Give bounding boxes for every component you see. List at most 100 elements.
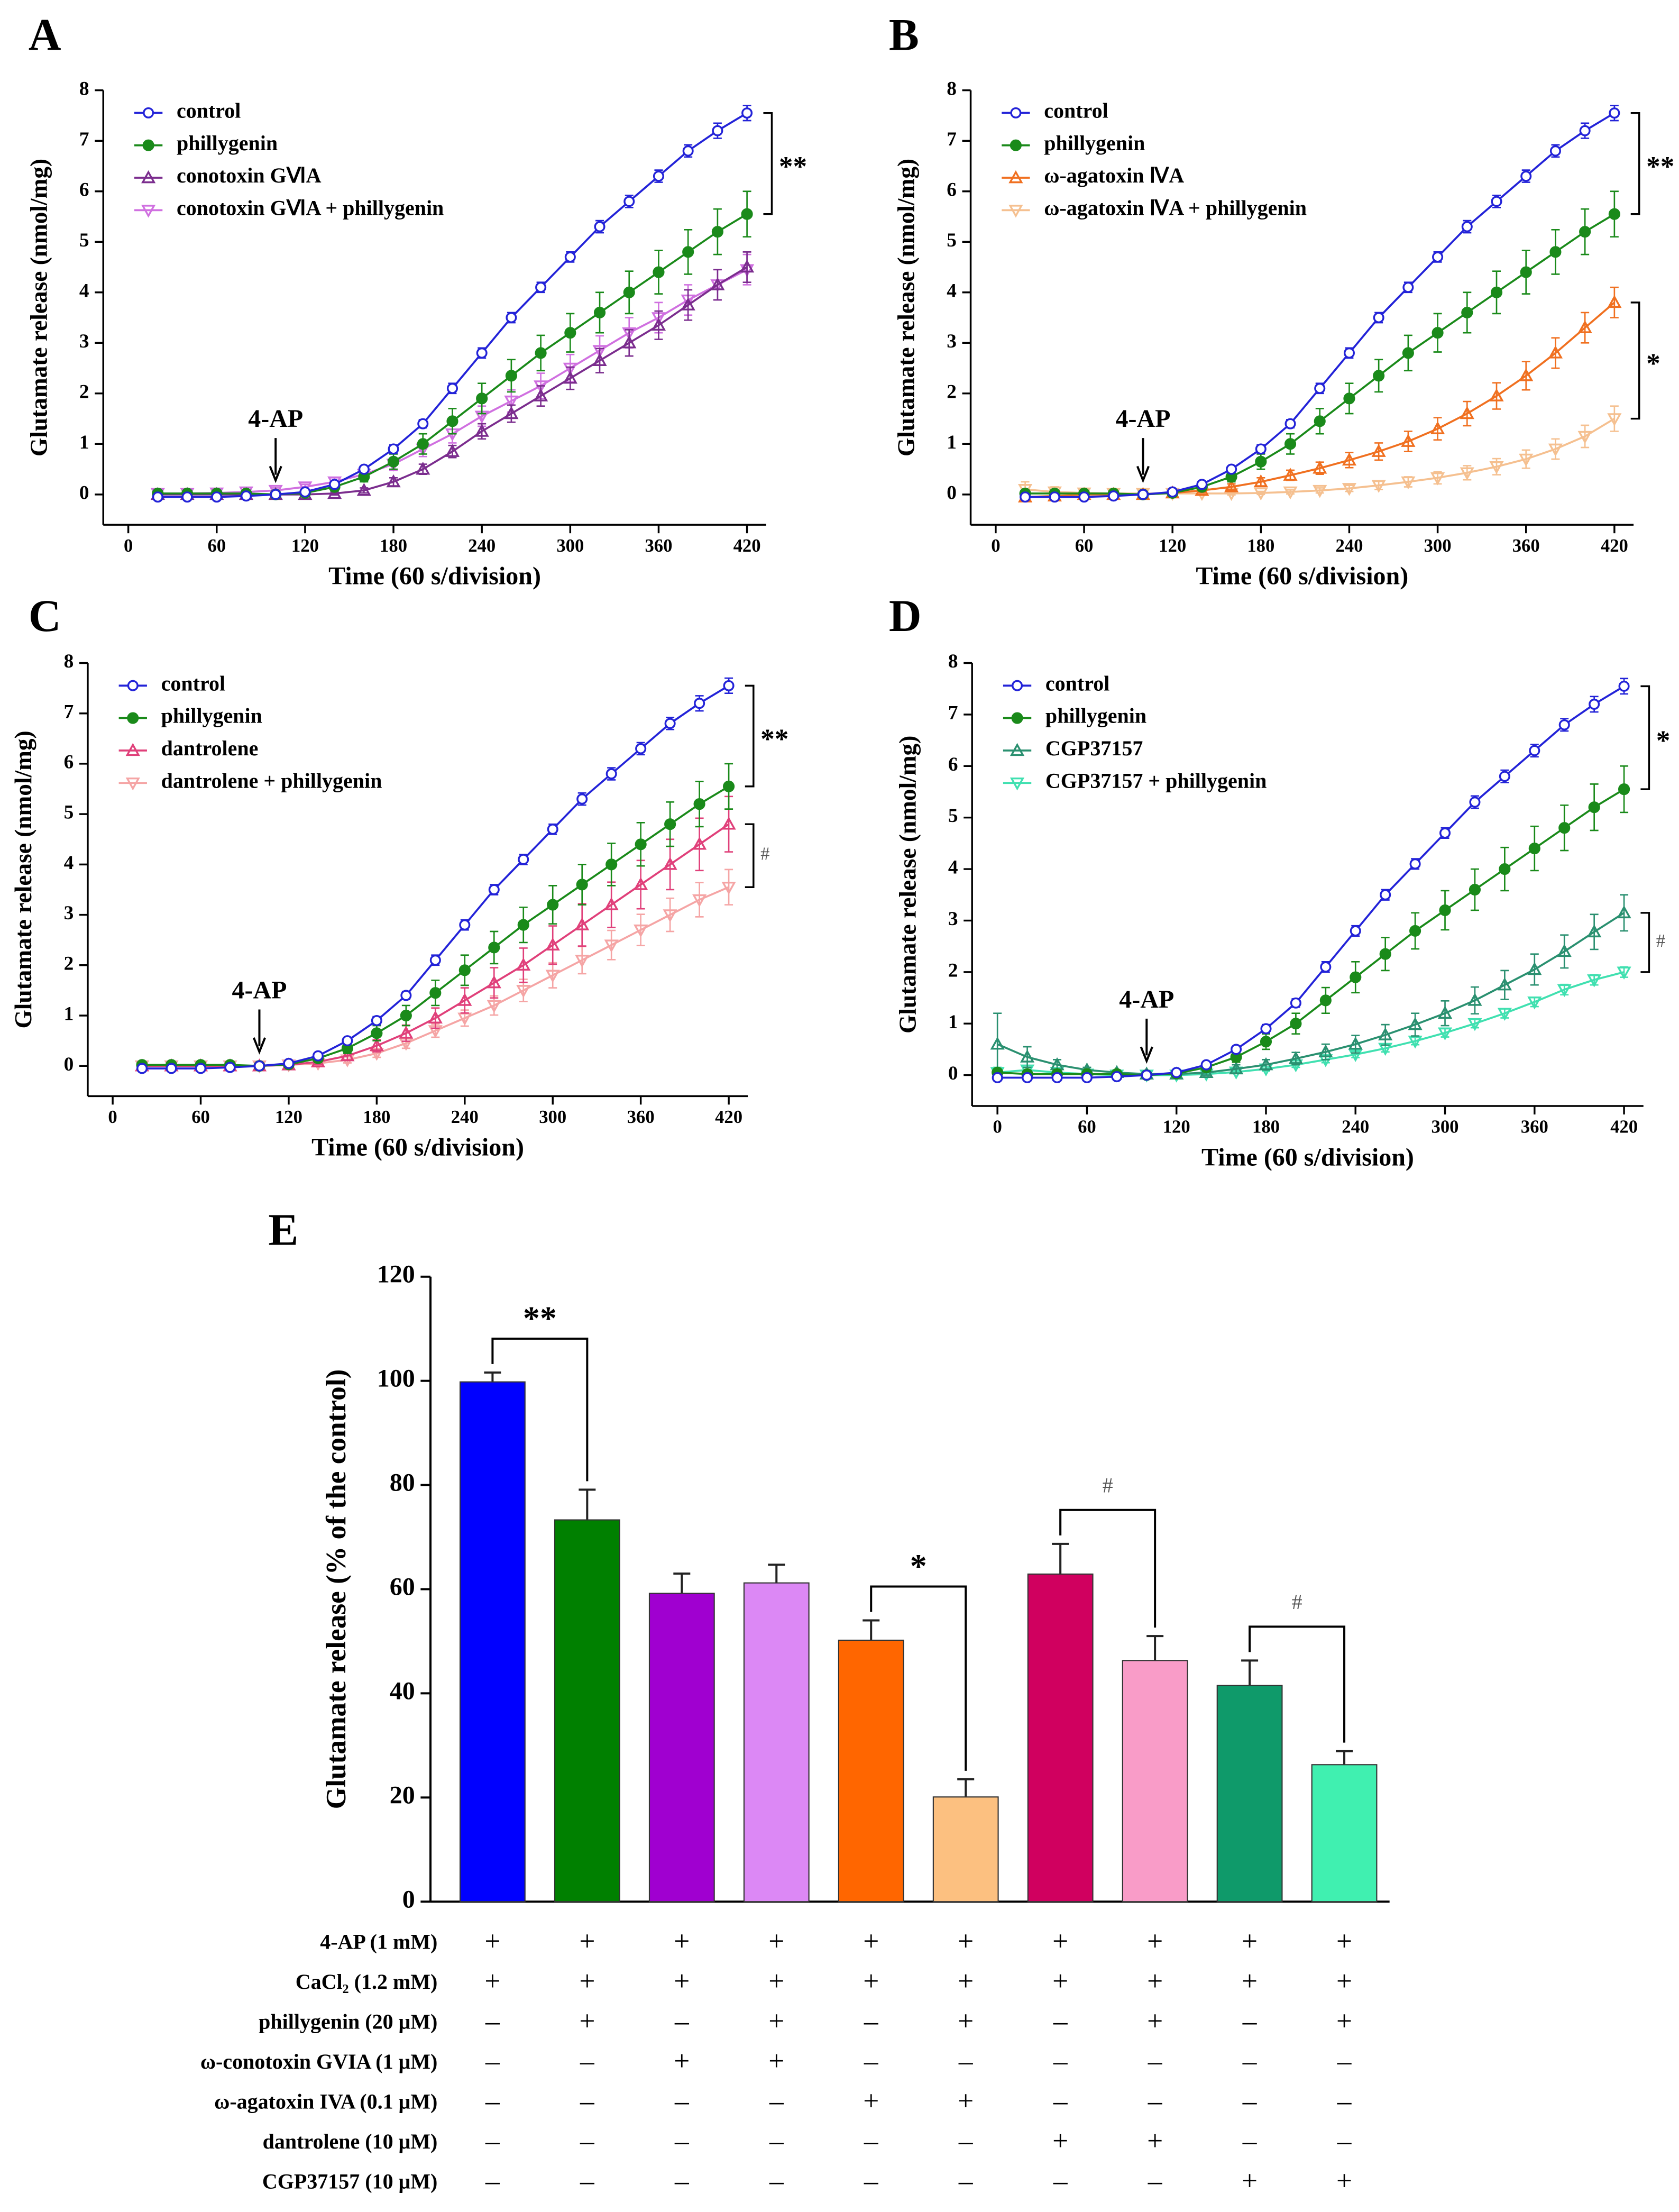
legend-marker <box>142 139 154 151</box>
legend-marker <box>1008 170 1023 184</box>
x-tick-label: 360 <box>627 1107 655 1127</box>
marker <box>1527 997 1542 1010</box>
marker <box>721 816 736 830</box>
marker <box>1520 266 1532 278</box>
x-tick-label: 240 <box>468 536 496 556</box>
marker <box>1587 974 1602 988</box>
bar <box>1027 1573 1094 1903</box>
marker <box>563 362 577 376</box>
marker <box>604 939 619 953</box>
marker <box>369 1038 384 1052</box>
legend-marker <box>1010 777 1025 791</box>
marker <box>1348 1036 1363 1050</box>
marker <box>399 1026 414 1039</box>
marker <box>593 306 606 319</box>
marker <box>504 395 519 409</box>
marker <box>240 490 252 502</box>
y-tick-label: 8 <box>79 78 89 99</box>
marker <box>651 317 666 331</box>
legend-label: control <box>177 99 241 123</box>
x-tick-label: 120 <box>275 1107 302 1127</box>
treatment-cell: + <box>674 2045 690 2077</box>
legend-marker <box>125 743 140 756</box>
marker <box>1313 460 1327 474</box>
x-tick-label: 180 <box>380 536 407 556</box>
marker <box>488 884 500 895</box>
x-tick-label: 120 <box>1163 1117 1190 1137</box>
treatment-cell: + <box>674 1965 690 1997</box>
significance-bracket <box>745 684 755 788</box>
marker <box>681 297 695 310</box>
marker <box>1588 801 1600 813</box>
significance-label: * <box>1656 725 1671 756</box>
marker <box>694 698 705 709</box>
marker <box>1618 680 1630 692</box>
marker <box>446 415 458 427</box>
treatment-cell: + <box>484 1965 500 1997</box>
significance-label: * <box>910 1547 927 1585</box>
legend-label: control <box>1044 99 1108 123</box>
x-tick-label: 60 <box>207 536 226 556</box>
error-bar <box>724 869 733 906</box>
treatment-cell: – <box>674 2085 690 2116</box>
marker <box>1461 221 1473 233</box>
marker <box>312 1050 324 1062</box>
marker <box>1284 438 1297 450</box>
marker <box>488 942 500 954</box>
error-bar <box>957 1778 975 1797</box>
y-tick-label: 4 <box>947 280 957 301</box>
marker <box>1528 843 1540 855</box>
legend-marker <box>125 777 140 791</box>
treatment-cell: – <box>864 2125 879 2156</box>
y-tick-label: 0 <box>79 482 89 504</box>
y-tick-label: 100 <box>377 1365 415 1393</box>
marker <box>741 107 753 119</box>
y-tick-label: 5 <box>64 802 74 824</box>
treatment-cell: – <box>1337 2125 1352 2156</box>
x-tick-label: 0 <box>108 1107 117 1127</box>
panel-label: A <box>29 10 61 60</box>
y-tick-label: 6 <box>948 754 958 775</box>
y-tick-label: 6 <box>947 179 957 200</box>
marker <box>1607 413 1622 426</box>
treatment-cell: + <box>1242 1925 1258 1957</box>
treatment-cell: – <box>1148 2164 1163 2196</box>
treatment-label: ω-agatoxin IVA (0.1 μM) <box>214 2089 437 2113</box>
marker <box>459 919 471 931</box>
legend-marker <box>143 107 154 118</box>
marker <box>136 1063 148 1074</box>
marker <box>1409 858 1421 870</box>
marker <box>1320 961 1332 973</box>
marker <box>1430 472 1445 486</box>
significance-bracket <box>1249 1625 1346 1743</box>
marker <box>1617 966 1631 980</box>
marker <box>1313 485 1327 498</box>
legend-label: phillygenin <box>161 704 262 728</box>
legend-label: conotoxin GⅥA + phillygenin <box>177 196 444 220</box>
x-tick-label: 420 <box>733 536 761 556</box>
legend-marker <box>1011 712 1023 724</box>
marker <box>739 259 755 273</box>
marker <box>692 837 707 850</box>
marker <box>1461 306 1473 319</box>
marker <box>594 221 605 233</box>
marker <box>1373 312 1384 324</box>
x-tick-label: 360 <box>645 536 672 556</box>
marker <box>992 1072 1003 1083</box>
y-tick-label: 0 <box>947 482 957 504</box>
marker <box>1255 443 1267 455</box>
error-bar <box>673 1572 691 1594</box>
bar <box>1216 1685 1283 1903</box>
panel-label: E <box>268 1205 298 1255</box>
marker <box>1432 251 1444 263</box>
marker <box>535 281 547 293</box>
treatment-cell: + <box>1147 1925 1163 1957</box>
marker <box>1469 796 1481 808</box>
treatment-cell: + <box>768 1925 784 1957</box>
marker <box>1401 434 1416 447</box>
bar <box>838 1639 904 1903</box>
legend-marker <box>1010 107 1022 118</box>
marker <box>576 793 588 805</box>
legend-label: ω-agatoxin ⅣA <box>1044 163 1184 187</box>
marker <box>1439 827 1451 839</box>
